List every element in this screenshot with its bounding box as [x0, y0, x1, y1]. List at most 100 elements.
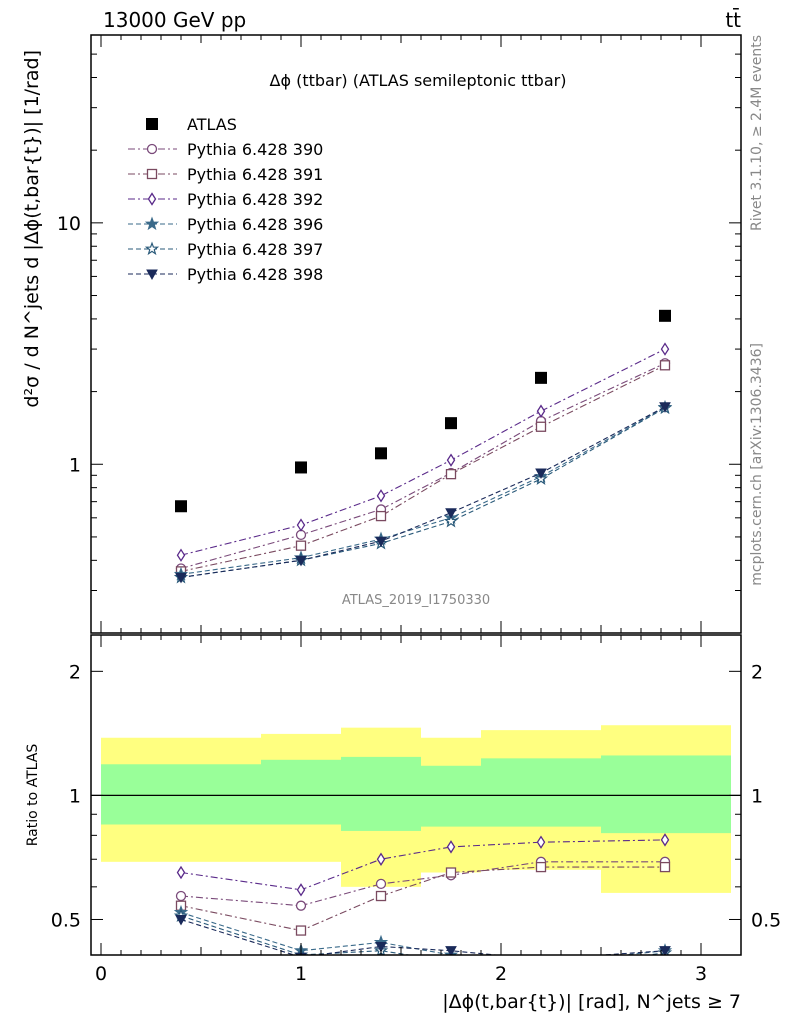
- series-point: [375, 510, 387, 522]
- rivet-label: Rivet 3.1.10, ≥ 2.4M events: [749, 35, 765, 231]
- series-point: [535, 421, 547, 432]
- legend: ATLAS Pythia 6.428 390 Pythia 6.428 391 Pyt…: [128, 115, 323, 284]
- legend-marker: [146, 269, 158, 281]
- series-point: [659, 402, 671, 413]
- ratio-y-tick-label: 1: [69, 785, 81, 807]
- series-line: [180, 407, 666, 578]
- ratio-point: [296, 883, 306, 897]
- main-title: Δϕ (ttbar) (ATLAS semileptonic ttbar): [270, 71, 567, 90]
- ratio-point: [175, 914, 187, 926]
- series-5: [173, 400, 673, 584]
- ratio-y-tick-label-right: 1: [751, 785, 763, 807]
- ratio-series-3: [176, 833, 670, 897]
- legend-marker: [144, 216, 160, 231]
- main-panel: 1 10 Δϕ (ttbar) (ATLAS semileptonic ttbar…: [21, 34, 742, 634]
- ratio-point: [535, 963, 546, 973]
- ratio-line: [180, 861, 665, 907]
- main-y-tick-label: 10: [57, 213, 81, 235]
- legend-label: Pythia 6.428 396: [187, 215, 323, 234]
- series-line: [180, 364, 666, 572]
- legend-entry: Pythia 6.428 392: [128, 190, 323, 209]
- legend-entry: Pythia 6.428 391: [128, 165, 323, 184]
- series-point: [295, 555, 307, 567]
- uncertainty-band-inner: [481, 758, 601, 827]
- ratio-series-2: [175, 861, 671, 936]
- x-tick-label: 3: [695, 963, 707, 985]
- x-axis-label: |Δϕ(t,bar{t})| [rad], N^jets ≥ 7: [442, 991, 741, 1013]
- legend-marker: [147, 192, 157, 206]
- uncertainty-band-inner: [261, 759, 341, 825]
- ratio-point: [295, 900, 307, 911]
- main-x-ticks: [100, 35, 702, 633]
- series-6: [175, 402, 671, 584]
- uncertainty-band-inner: [101, 764, 261, 825]
- data-point: [445, 417, 457, 430]
- atlas-data: [175, 309, 671, 513]
- series-point: [535, 468, 547, 480]
- series-point: [659, 360, 671, 371]
- x-tick-label: 1: [295, 963, 307, 985]
- main-y-ticks: 1 10: [57, 34, 741, 634]
- ratio-series-6: [175, 914, 671, 955]
- ratio-line: [180, 915, 666, 955]
- ratio-line: [180, 839, 666, 891]
- ratio-marks: [173, 833, 673, 973]
- ratio-point: [375, 941, 387, 953]
- series-point: [446, 453, 456, 467]
- series-point: [295, 540, 307, 551]
- series-point: [445, 508, 457, 519]
- series-point: [445, 468, 457, 480]
- legend-entry: ATLAS: [146, 115, 237, 134]
- legend-marker: [146, 168, 158, 180]
- legend-entry: Pythia 6.428 398: [128, 265, 323, 284]
- ratio-point: [375, 878, 387, 890]
- ratio-point: [176, 865, 186, 880]
- legend-entry: Pythia 6.428 397: [128, 240, 323, 259]
- main-y-axis-label: d²σ / d N^jets d |Δϕ(t,bar{t})| [1/rad]: [21, 50, 43, 408]
- energy-label: 13000 GeV pp: [103, 8, 246, 32]
- watermark: ATLAS_2019_I1750330: [342, 593, 490, 608]
- ratio-y-tick-label: 2: [69, 661, 81, 683]
- ratio-y-tick-label-right: 2: [751, 661, 763, 683]
- legend-marker: [146, 143, 158, 155]
- data-point: [375, 447, 387, 460]
- ratio-series-4: [173, 904, 673, 968]
- series-point: [175, 572, 187, 584]
- ratio-point: [375, 890, 387, 902]
- ratio-panel: 0.5 0.5 1 1 2 2 0 1 2 3 Ratio to ATLAS |Δϕ(t,bar…: [25, 634, 781, 1013]
- ratio-point: [175, 890, 187, 902]
- legend-label: ATLAS: [187, 115, 237, 134]
- main-frame: [90, 34, 742, 634]
- legend-label: Pythia 6.428 398: [187, 265, 323, 284]
- series-point: [375, 536, 387, 548]
- ratio-y-ticks: 0.5 0.5 1 1 2 2: [51, 661, 781, 931]
- ratio-point: [535, 958, 546, 968]
- ratio-point: [446, 840, 456, 854]
- series-point: [536, 404, 546, 418]
- ratio-point: [536, 835, 546, 849]
- series-point: [660, 342, 670, 356]
- legend-marker: [146, 118, 158, 130]
- series-point: [376, 489, 386, 503]
- ratio-point: [659, 861, 671, 873]
- x-tick-label: 0: [95, 963, 107, 985]
- ratio-line: [180, 911, 666, 955]
- series-2: [175, 360, 671, 577]
- ratio-point: [445, 867, 457, 878]
- series-point: [443, 513, 459, 528]
- data-point: [295, 461, 307, 474]
- process-label: tt̄: [725, 7, 741, 32]
- data-point: [659, 309, 671, 322]
- ratio-point: [376, 852, 386, 866]
- uncertainty-band-inner: [341, 756, 421, 831]
- series-line: [180, 406, 666, 578]
- ratio-y-tick-label: 0.5: [51, 909, 81, 931]
- ratio-point: [659, 946, 671, 955]
- legend-label: Pythia 6.428 390: [187, 140, 323, 159]
- main-y-tick-label: 1: [69, 454, 81, 476]
- series-line: [180, 362, 666, 570]
- legend-entry: Pythia 6.428 396: [128, 215, 323, 234]
- series-point: [296, 518, 306, 532]
- series-3: [176, 342, 670, 562]
